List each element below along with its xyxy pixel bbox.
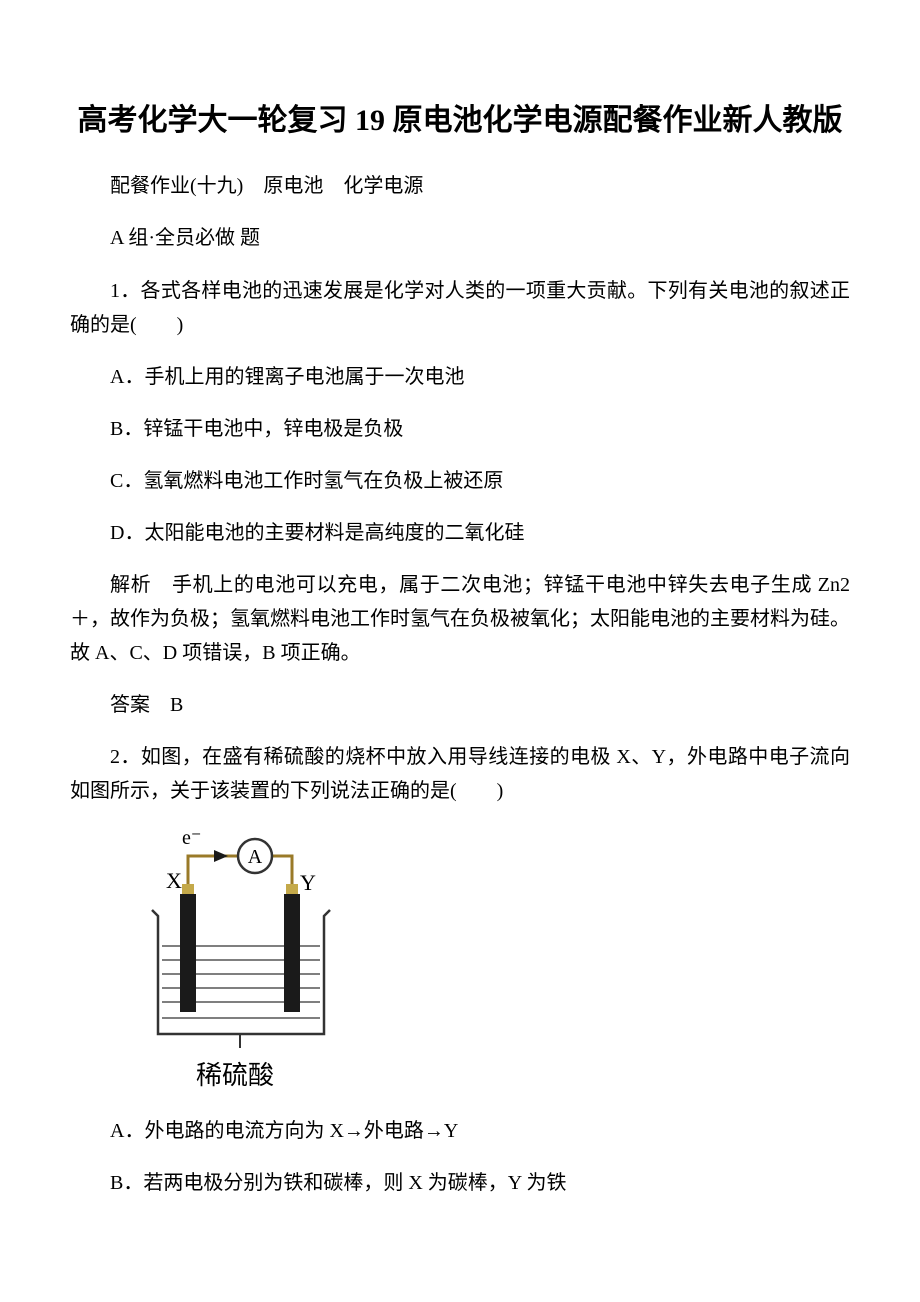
wire-right bbox=[272, 856, 292, 884]
section-a-label: A 组·全员必做 题 bbox=[70, 222, 850, 254]
electron-arrow-icon bbox=[214, 850, 228, 862]
page-title: 高考化学大一轮复习 19 原电池化学电源配餐作业新人教版 bbox=[70, 100, 850, 142]
q1-stem: 1．各式各样电池的迅速发展是化学对人类的一项重大贡献。下列有关电池的叙述正确的是… bbox=[70, 274, 850, 342]
connector-left bbox=[182, 884, 194, 894]
q2-diagram: e⁻ A X Y 稀硫酸 bbox=[140, 826, 850, 1092]
electrochemistry-cell-svg: e⁻ A X Y bbox=[140, 826, 340, 1051]
connector-right bbox=[286, 884, 298, 894]
q2-stem: 2．如图，在盛有稀硫酸的烧杯中放入用导线连接的电极 X、Y，外电路中电子流向如图… bbox=[70, 740, 850, 808]
diagram-bottom-label: 稀硫酸 bbox=[140, 1055, 330, 1092]
subtitle: 配餐作业(十九) 原电池 化学电源 bbox=[70, 170, 850, 202]
ammeter-label: A bbox=[248, 846, 263, 868]
electrode-x-label: X bbox=[166, 868, 182, 893]
wire-left bbox=[188, 856, 238, 884]
q1-option-c: C．氢氧燃料电池工作时氢气在负极上被还原 bbox=[70, 464, 850, 498]
electron-label: e⁻ bbox=[182, 827, 201, 849]
electrode-x bbox=[180, 894, 196, 1012]
electrode-y-label: Y bbox=[300, 870, 316, 895]
q2-option-b: B．若两电极分别为铁和碳棒，则 X 为碳棒，Y 为铁 bbox=[70, 1166, 850, 1200]
electrode-y bbox=[284, 894, 300, 1012]
q1-answer: 答案 B bbox=[70, 688, 850, 722]
q2-option-a: A．外电路的电流方向为 X→外电路→Y bbox=[70, 1114, 850, 1148]
beaker-outline bbox=[152, 910, 330, 1034]
q1-option-b: B．锌锰干电池中，锌电极是负极 bbox=[70, 412, 850, 446]
q1-option-a: A．手机上用的锂离子电池属于一次电池 bbox=[70, 360, 850, 394]
q1-option-d: D．太阳能电池的主要材料是高纯度的二氧化硅 bbox=[70, 516, 850, 550]
q1-explanation: 解析 手机上的电池可以充电，属于二次电池；锌锰干电池中锌失去电子生成 Zn2＋，… bbox=[70, 568, 850, 670]
